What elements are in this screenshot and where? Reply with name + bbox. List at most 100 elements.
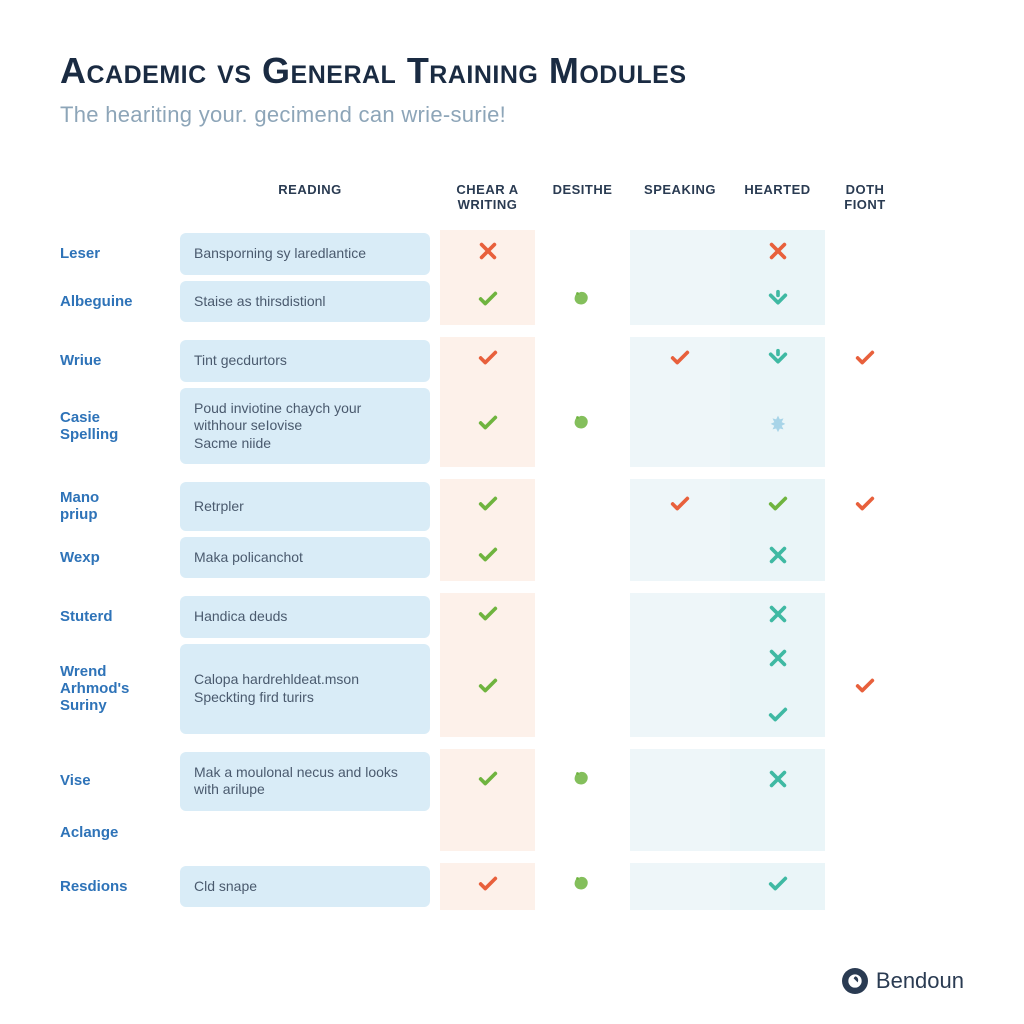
table-cell (440, 641, 535, 737)
table-cell (535, 749, 630, 814)
title-vs: vs (217, 50, 251, 91)
blob-green-icon (572, 288, 594, 315)
brand-logo-icon (842, 968, 868, 994)
row-label: Leser (60, 230, 180, 278)
table-cell (730, 593, 825, 641)
check-green-icon (477, 412, 499, 439)
check-green-icon (477, 768, 499, 795)
table-cell (440, 337, 535, 385)
vee-teal-icon (767, 288, 789, 315)
table-cell (535, 593, 630, 641)
check-green-icon (477, 493, 499, 520)
table-cell (535, 534, 630, 582)
table-cell (730, 385, 825, 468)
row-desc: Staise as thirsdistionl (180, 281, 430, 323)
table-cell (535, 337, 630, 385)
row-label: WrendArhmod'sSuriny (60, 641, 180, 737)
row-desc: Tint gecdurtors (180, 340, 430, 382)
row-desc: Handica deuds (180, 596, 430, 638)
table-cell (730, 278, 825, 326)
table-cell (730, 749, 825, 814)
table-cell (630, 534, 730, 582)
check-teal-icon (767, 873, 789, 900)
table-cell (535, 278, 630, 326)
title-part2: General Training Modules (252, 50, 687, 91)
row-label: CasieSpelling (60, 385, 180, 468)
table-cell (730, 534, 825, 582)
cross-teal-icon (767, 603, 789, 630)
table-cell (630, 278, 730, 326)
table-cell (535, 230, 630, 278)
row-label: Stuterd (60, 593, 180, 641)
row-desc: Poud inviotine chaych your withhour seIo… (180, 388, 430, 465)
check-teal-icon (767, 704, 789, 731)
row-label: Wriue (60, 337, 180, 385)
table-cell (440, 593, 535, 641)
table-cell (440, 749, 535, 814)
check-green-icon (477, 288, 499, 315)
table-cell (630, 337, 730, 385)
comparison-table: READINGChear aWRITINGDESITHESPEAKINGHEAR… (60, 168, 984, 910)
cross-red-icon (477, 240, 499, 267)
table-cell (630, 641, 730, 737)
blob-green-icon (572, 412, 594, 439)
table-cell (630, 814, 730, 851)
row-desc: Cld snape (180, 866, 430, 908)
table-cell (535, 641, 630, 737)
row-desc: Maka policanchot (180, 537, 430, 579)
col-writing: Chear aWRITING (440, 168, 535, 230)
table-cell (440, 230, 535, 278)
subtitle: The heariting your. gecimend can wrie-su… (60, 102, 984, 128)
vee-teal-icon (767, 347, 789, 374)
table-cell (825, 641, 905, 737)
row-label: Aclange (60, 814, 180, 851)
row-desc: Bansporning sy laredlantice (180, 233, 430, 275)
check-red-icon (669, 347, 691, 374)
check-green-icon (477, 544, 499, 571)
table-cell (535, 385, 630, 468)
brand-name: Bendoun (876, 968, 964, 994)
title-part1: Academic (60, 50, 217, 91)
footer-brand: Bendoun (842, 968, 964, 994)
check-red-icon (854, 675, 876, 702)
table-cell (730, 641, 825, 737)
table-cell (630, 479, 730, 534)
table-cell (825, 534, 905, 582)
row-label: Manopriup (60, 479, 180, 534)
table-cell (730, 479, 825, 534)
cross-teal-icon (767, 647, 789, 674)
table-cell (535, 479, 630, 534)
table-cell (630, 230, 730, 278)
table-cell (630, 593, 730, 641)
check-red-icon (477, 873, 499, 900)
table-cell (440, 534, 535, 582)
table-cell (825, 593, 905, 641)
table-cell (440, 385, 535, 468)
table-cell (730, 337, 825, 385)
table-cell (730, 863, 825, 911)
check-green-icon (767, 493, 789, 520)
table-cell (730, 230, 825, 278)
check-red-icon (477, 347, 499, 374)
col-speaking: SPEAKING (630, 168, 730, 230)
table-cell (825, 749, 905, 814)
row-desc: Mak a moulonal necus and looks with aril… (180, 752, 430, 811)
blob-green-icon (572, 768, 594, 795)
check-red-icon (854, 347, 876, 374)
page-title: Academic vs General Training Modules (60, 50, 984, 92)
table-cell (440, 814, 535, 851)
col-hearted: HEARTED (730, 168, 825, 230)
col-doth: DOTHFIONT (825, 168, 905, 230)
row-label: Albeguine (60, 278, 180, 326)
check-green-icon (477, 675, 499, 702)
check-green-icon (477, 603, 499, 630)
col-reading: READING (180, 168, 440, 230)
cross-teal-icon (767, 544, 789, 571)
table-cell (825, 385, 905, 468)
table-cell (825, 863, 905, 911)
table-cell (630, 863, 730, 911)
table-cell (825, 278, 905, 326)
row-label: Vise (60, 749, 180, 814)
table-cell (825, 337, 905, 385)
table-cell (825, 479, 905, 534)
